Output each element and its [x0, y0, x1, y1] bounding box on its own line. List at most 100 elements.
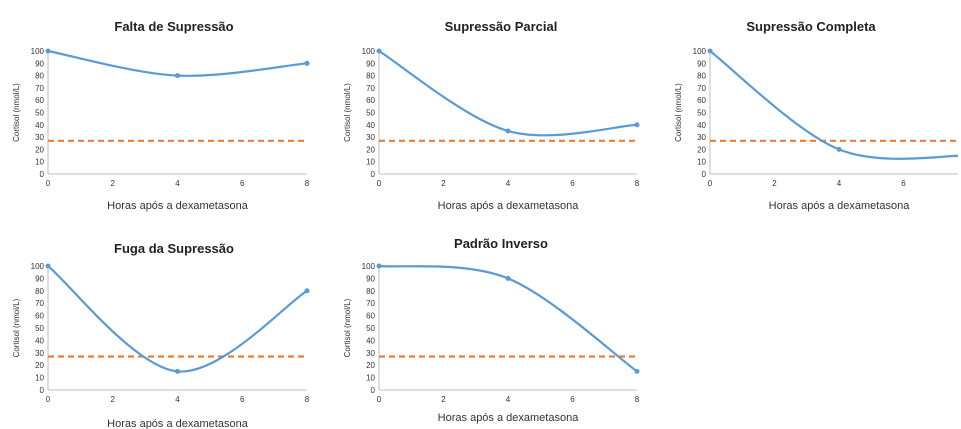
y-tick-label: 80 [366, 72, 375, 81]
y-tick-label: 80 [35, 287, 44, 296]
y-tick-label: 30 [366, 133, 375, 142]
y-tick-label: 10 [366, 158, 375, 167]
x-tick-label: 2 [441, 179, 446, 188]
x-tick-label: 8 [305, 395, 310, 404]
y-tick-label: 70 [35, 84, 44, 93]
chart-panel-2: Supressão Parcial 0 10 20 30 40 50 60 70 80 90 100 0… [343, 19, 640, 212]
y-tick-label: 100 [31, 262, 45, 271]
chart-panel-3: Supressão Completa 0 10 20 30 40 50 60 70 80 90 100… [674, 19, 958, 212]
y-tick-label: 50 [366, 109, 375, 118]
y-tick-label: 30 [366, 349, 375, 358]
chart-title: Padrão Inverso [454, 236, 548, 251]
x-tick-label: 4 [506, 179, 511, 188]
y-tick-label: 70 [35, 299, 44, 308]
x-tick-label: 6 [240, 179, 245, 188]
x-tick-label: 6 [901, 179, 906, 188]
chart-title: Falta de Supressão [114, 19, 233, 34]
y-tick-label: 10 [697, 158, 706, 167]
y-tick-label: 90 [366, 274, 375, 283]
data-point [175, 368, 180, 374]
y-axis-label: Cortisol (nmol/L) [343, 83, 352, 142]
x-tick-label: 0 [708, 179, 713, 188]
x-tick-label: 8 [635, 395, 640, 404]
data-point [634, 122, 640, 128]
x-axis-label: Horas após a dexametasona [769, 200, 911, 212]
y-tick-label: 40 [697, 121, 706, 130]
y-tick-label: 80 [35, 72, 44, 81]
y-tick-label: 90 [366, 59, 375, 68]
y-tick-label: 50 [697, 109, 706, 118]
y-tick-label: 70 [697, 84, 706, 93]
y-tick-label: 60 [35, 312, 44, 321]
y-tick-label: 20 [35, 145, 44, 154]
y-tick-label: 50 [35, 324, 44, 333]
data-point [505, 128, 511, 134]
y-tick-label: 0 [40, 170, 45, 179]
y-tick-label: 60 [366, 312, 375, 321]
y-tick-label: 50 [366, 324, 375, 333]
x-tick-label: 2 [441, 395, 446, 404]
y-tick-label: 60 [697, 96, 706, 105]
y-tick-label: 40 [35, 336, 44, 345]
y-tick-label: 60 [366, 96, 375, 105]
data-point [505, 275, 511, 281]
series-line [378, 50, 638, 137]
y-tick-label: 20 [366, 145, 375, 154]
x-tick-label: 6 [240, 395, 245, 404]
data-point [836, 146, 842, 152]
x-tick-label: 0 [377, 395, 382, 404]
y-tick-label: 70 [366, 299, 375, 308]
y-tick-label: 10 [366, 374, 375, 383]
data-point [175, 73, 180, 79]
x-tick-label: 2 [772, 179, 777, 188]
y-axis-label: Cortisol (nmol/L) [12, 83, 21, 142]
data-point [304, 288, 310, 294]
x-tick-label: 4 [837, 179, 842, 188]
x-axis-label: Horas após a dexametasona [107, 418, 249, 429]
chart-title: Supressão Parcial [445, 19, 558, 34]
y-tick-label: 100 [362, 262, 376, 271]
x-axis-label: Horas após a dexametasona [107, 200, 249, 212]
x-tick-label: 4 [175, 179, 180, 188]
y-tick-label: 0 [371, 386, 376, 395]
x-tick-label: 2 [111, 179, 116, 188]
x-axis-label: Horas após a dexametasona [438, 200, 580, 212]
y-tick-label: 70 [366, 84, 375, 93]
x-tick-label: 4 [175, 395, 180, 404]
x-tick-label: 0 [46, 395, 51, 404]
y-tick-label: 100 [693, 47, 707, 56]
data-point [376, 48, 382, 54]
y-tick-label: 30 [35, 349, 44, 358]
data-point [376, 263, 382, 269]
y-tick-label: 90 [35, 59, 44, 68]
chart-panel-4: Fuga da Supressão 0 10 20 30 40 50 60 70 80 90 100 0… [12, 241, 310, 429]
y-tick-label: 20 [697, 145, 706, 154]
y-tick-label: 30 [35, 133, 44, 142]
y-tick-label: 80 [697, 72, 706, 81]
series-line [709, 50, 958, 160]
y-tick-label: 0 [371, 170, 376, 179]
x-tick-label: 0 [377, 179, 382, 188]
y-axis-label: Cortisol (nmol/L) [674, 83, 683, 142]
y-tick-label: 80 [366, 287, 375, 296]
y-tick-label: 20 [366, 361, 375, 370]
x-tick-label: 8 [635, 179, 640, 188]
chart-title: Supressão Completa [746, 19, 876, 34]
y-tick-label: 90 [697, 59, 706, 68]
y-tick-label: 0 [40, 386, 45, 395]
y-tick-label: 100 [362, 47, 376, 56]
y-tick-label: 30 [697, 133, 706, 142]
y-axis-label: Cortisol (nmol/L) [343, 298, 352, 357]
data-point [634, 368, 640, 374]
chart-panel-5: Padrão Inverso 0 10 20 30 40 50 60 70 80 90 100 0 2 4 6… [343, 236, 640, 424]
x-axis-label: Horas após a dexametasona [438, 412, 580, 424]
data-point [45, 263, 51, 269]
y-tick-label: 20 [35, 361, 44, 370]
data-point [304, 60, 310, 66]
y-tick-label: 40 [35, 121, 44, 130]
y-tick-label: 50 [35, 109, 44, 118]
x-tick-label: 0 [46, 179, 51, 188]
x-tick-label: 6 [570, 395, 575, 404]
data-point [707, 48, 713, 54]
